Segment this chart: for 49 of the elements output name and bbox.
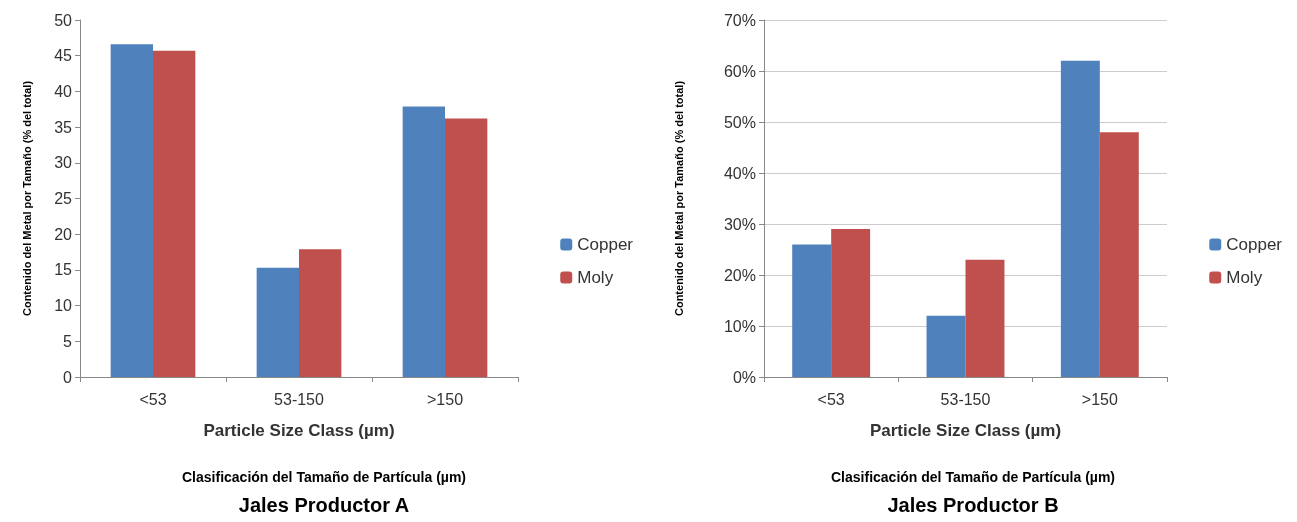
bar — [1060, 60, 1100, 377]
y-tick-label: 50 — [54, 11, 73, 29]
y-axis-title: Contenido del Metal por Tamaño (% del total) — [672, 80, 685, 317]
bar — [256, 267, 299, 377]
x-axis-title: Particle Size Class (µm) — [203, 421, 395, 440]
x-axis-title: Particle Size Class (µm) — [869, 421, 1062, 440]
x-tick-label: 53-150 — [274, 390, 325, 408]
y-tick-label: 70% — [723, 11, 756, 29]
y-tick-label: 60% — [723, 62, 756, 80]
y-axis-title: Contenido del Metal por Tamaño (% del total) — [20, 80, 33, 317]
text: Clasificación del Tamaño de Partícula (µm) — [831, 469, 1115, 485]
bar — [153, 50, 196, 377]
x-tick-label: <53 — [139, 390, 167, 408]
y-tick-label: 0% — [732, 368, 756, 386]
y-tick-label: 35 — [54, 118, 73, 136]
y-tick-label: 20 — [54, 225, 73, 243]
bar — [965, 259, 1005, 377]
x-tick-label: <53 — [817, 390, 845, 408]
bar — [445, 118, 488, 377]
text: Clasificación del Tamaño de Partícula (µm) — [182, 469, 466, 485]
bar — [831, 229, 871, 377]
bar — [110, 44, 153, 377]
legend-label: Moly — [1226, 268, 1263, 287]
text: Jales Productor A — [238, 494, 410, 516]
bar — [299, 249, 342, 377]
x-tick-label: >150 — [426, 390, 464, 408]
y-tick-label: 45 — [54, 47, 73, 65]
y-tick-label: 0 — [63, 368, 73, 386]
y-tick-label: 40% — [723, 164, 756, 182]
y-tick-label: 15 — [54, 261, 73, 279]
text: Jales Productor B — [887, 494, 1059, 516]
legend-label: Copper — [577, 235, 634, 254]
bar — [792, 244, 832, 377]
legend-label: Moly — [577, 268, 614, 287]
y-tick-label: 10 — [54, 297, 73, 315]
y-tick-label: 10% — [723, 317, 756, 335]
bar — [926, 315, 966, 377]
y-tick-label: 50% — [723, 113, 756, 131]
bar — [402, 106, 445, 377]
y-tick-label: 30% — [723, 215, 756, 233]
y-tick-label: 25 — [54, 190, 73, 207]
x-tick-label: 53-150 — [940, 390, 991, 408]
y-tick-label: 40 — [54, 82, 73, 100]
x-tick-label: >150 — [1081, 390, 1118, 408]
y-tick-label: 30 — [54, 154, 73, 172]
y-tick-label: 20% — [723, 266, 756, 284]
legend-label: Copper — [1226, 235, 1283, 254]
y-tick-label: 5 — [63, 332, 73, 350]
bar — [1099, 132, 1139, 377]
